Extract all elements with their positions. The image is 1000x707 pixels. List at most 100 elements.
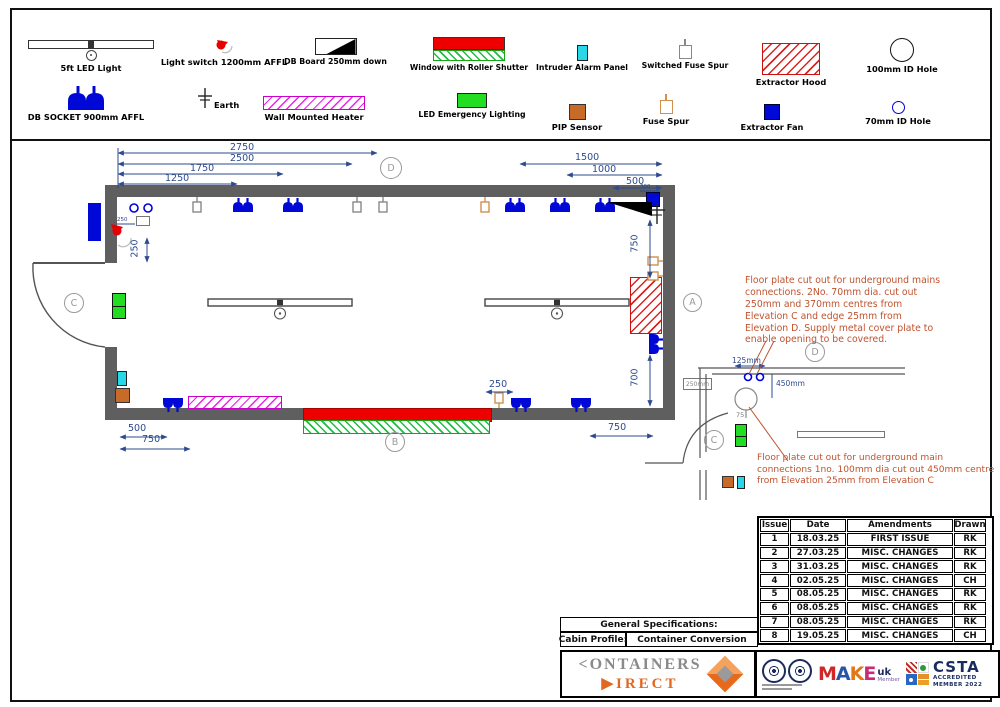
rev-cell: CH <box>954 574 986 587</box>
fuse-spur-icon <box>659 94 673 114</box>
legend-switched-fuse-spur: Switched Fuse Spur <box>642 39 728 70</box>
detail-led-bar <box>797 431 885 438</box>
extractor-hood-icon <box>762 43 820 75</box>
cert-smallprint <box>762 687 792 690</box>
dim-1500: 1500 <box>575 152 600 163</box>
extractor-hood <box>630 277 662 334</box>
cert-smallprint <box>762 684 802 686</box>
legend-extractor-fan: Extractor Fan <box>730 104 814 132</box>
make-letter: M <box>818 662 837 685</box>
rev-cell: RK <box>954 601 986 615</box>
led-switch-drop-icon <box>85 50 97 61</box>
rev-cell: 02.05.25 <box>790 574 846 587</box>
rev-cell: 2 <box>760 546 789 560</box>
dim-250-left: 250 <box>129 239 141 258</box>
legend-earth: Earth <box>196 86 246 110</box>
led-emergency-light <box>112 293 126 319</box>
make-letter: K <box>849 662 865 685</box>
legend-label: Window with Roller Shutter <box>409 63 529 72</box>
hole-70mm-icon <box>891 101 905 114</box>
pip-sensor <box>115 388 130 403</box>
containers-prefix: < <box>578 655 590 673</box>
legend-intruder-alarm: Intruder Alarm Panel <box>532 45 632 72</box>
legend-label: Light switch 1200mm AFFL <box>160 57 288 67</box>
rev-cell: 3 <box>760 560 789 574</box>
legend-window-shutter: Window with Roller Shutter <box>410 37 528 72</box>
wall-heater-icon <box>263 96 365 110</box>
rev-cell: RK <box>954 615 986 629</box>
roller-shutter-icon <box>433 37 505 50</box>
rev-cell: 19.05.25 <box>790 629 846 643</box>
rev-cell: RK <box>954 587 986 601</box>
rev-cell: 8 <box>760 629 789 643</box>
legend-70mm-hole: 70mm ID Hole <box>865 101 931 126</box>
detail-marker-c: C <box>704 430 724 450</box>
make-uk-logo: MAKE uk Member <box>818 662 900 685</box>
extractor-fan-icon <box>764 104 780 120</box>
pip-sensor-icon <box>568 104 586 120</box>
legend-label: Switched Fuse Spur <box>641 61 729 70</box>
legend-label: LED Emergency Lighting <box>418 110 526 119</box>
legend-label: Wall Mounted Heater <box>264 112 364 122</box>
legend-label: Extractor Hood <box>755 77 827 87</box>
legend-label: 100mm ID Hole <box>866 64 938 74</box>
detail-dim-125: 125mm <box>732 356 761 365</box>
containers-text: ONTAINERS <box>589 655 702 673</box>
rev-cell: RK <box>954 546 986 560</box>
elevation-marker-d: D <box>380 157 402 179</box>
led-light-icon <box>28 40 154 49</box>
rev-cell: RK <box>954 560 986 574</box>
wall-mounted-heater <box>188 396 282 409</box>
cabin-profile-value: Container Conversion <box>626 632 758 647</box>
dim-500-top: 500 <box>626 176 645 187</box>
db-board-exterior <box>88 203 101 241</box>
legend-label: Extractor Fan <box>740 122 804 132</box>
emergency-light-icon <box>457 93 487 108</box>
detail-250mm-label: 250mm <box>683 378 712 390</box>
iso-badge-icon <box>762 658 786 683</box>
annotation-note2: Floor plate cut out for underground main… <box>757 453 995 487</box>
title-block: General Specifications: Cabin Profile: C… <box>559 617 758 647</box>
intruder-alarm-panel <box>117 371 127 386</box>
legend-label: 5ft LED Light <box>60 63 122 73</box>
intruder-alarm-icon <box>576 45 588 61</box>
elevation-marker-a: A <box>683 293 702 312</box>
wall-top <box>105 185 675 197</box>
detail-marker-d: D <box>805 342 825 362</box>
revision-table: Issue Date Amendments Drawn 1 18.03.25 F… <box>757 516 994 646</box>
legend-led-light: 5ft LED Light <box>25 40 157 73</box>
rev-cell: 4 <box>760 574 789 587</box>
legend-label: Intruder Alarm Panel <box>536 63 628 72</box>
rev-cell: 1 <box>760 532 789 546</box>
rev-cell: 27.03.25 <box>790 546 846 560</box>
cert-badges <box>762 658 812 690</box>
rev-cell: MISC. CHANGES <box>847 587 953 601</box>
rev-cell: 18.03.25 <box>790 532 846 546</box>
rev-header-drawn: Drawn <box>954 519 986 532</box>
earth-icon <box>198 88 212 108</box>
csta-logo: CSTA ACCREDITED MEMBER 2022 <box>905 659 982 688</box>
rev-cell: 08.05.25 <box>790 615 846 629</box>
rev-cell: RK <box>954 532 986 546</box>
legend-heater: Wall Mounted Heater <box>262 96 366 122</box>
accreditation-logos: MAKE uk Member CSTA ACCREDITED MEMBER 20… <box>755 650 1000 698</box>
rev-cell: CH <box>954 629 986 643</box>
dim-500-bl: 500 <box>128 423 147 434</box>
wall-left-upper <box>105 185 117 263</box>
legend-label: PIP Sensor <box>551 122 603 132</box>
legend-separator <box>10 139 990 141</box>
legend-pip-sensor: PIP Sensor <box>546 104 608 132</box>
db-board-icon <box>314 38 357 55</box>
legend-label: Fuse Spur <box>642 116 690 126</box>
light-switch-icon <box>216 40 233 54</box>
containers-direct-diamond-icon <box>706 655 743 693</box>
rev-cell: MISC. CHANGES <box>847 629 953 643</box>
rev-cell: MISC. CHANGES <box>847 574 953 587</box>
elevation-marker-b: B <box>385 432 405 452</box>
tiny-dim-box <box>136 216 150 226</box>
csta-icon <box>905 662 930 686</box>
legend-label: Earth <box>214 100 240 110</box>
direct-text: IRECT <box>616 675 679 692</box>
legend-db-board: DB Board 250mm down <box>284 38 387 66</box>
rev-cell: MISC. CHANGES <box>847 601 953 615</box>
